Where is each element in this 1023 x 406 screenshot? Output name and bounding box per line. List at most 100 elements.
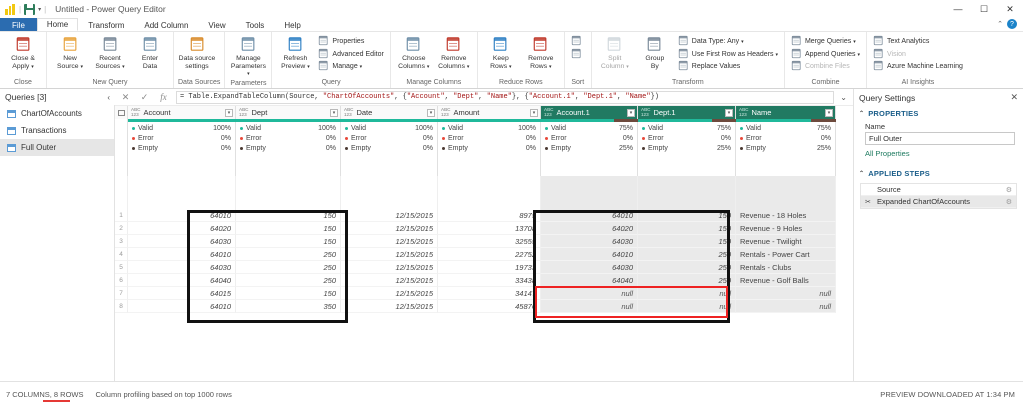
- ribbon-tab-file[interactable]: File: [0, 18, 37, 31]
- table-row[interactable]: 1 64010 150 12/15/2015 8975 64010 150 Revenue -…: [115, 209, 853, 222]
- table-cell-dept[interactable]: 350: [236, 300, 341, 313]
- table-cell-amount[interactable]: 45876: [438, 300, 541, 313]
- table-cell-date[interactable]: 12/15/2015: [341, 261, 438, 274]
- table-cell-dept[interactable]: 150: [236, 287, 341, 300]
- table-cell-dept[interactable]: 150: [236, 235, 341, 248]
- ribbon-button-data-type-any[interactable]: Data Type: Any ▾: [678, 35, 778, 47]
- ribbon-button-manage-parameters[interactable]: Manage Parameters ▾: [229, 34, 267, 79]
- table-cell-account[interactable]: 64040: [128, 274, 236, 287]
- select-all-columns-icon[interactable]: [115, 106, 128, 119]
- table-cell-account-1[interactable]: 64040: [541, 274, 638, 287]
- ribbon-button-replace-values[interactable]: Replace Values: [678, 60, 778, 72]
- ribbon-button-remove-columns[interactable]: Remove Columns ▾: [435, 34, 473, 71]
- table-cell-account-1[interactable]: 64030: [541, 235, 638, 248]
- minimize-button[interactable]: —: [953, 4, 963, 14]
- table-cell-dept-1[interactable]: 250: [638, 248, 736, 261]
- ribbon-button-close-apply[interactable]: Close & Apply ▾: [4, 34, 42, 71]
- query-name-input[interactable]: Full Outer: [865, 132, 1015, 145]
- table-cell-dept-1[interactable]: 150: [638, 209, 736, 222]
- formula-cancel-icon[interactable]: ✕: [121, 91, 130, 102]
- table-row[interactable]: 5 64030 250 12/15/2015 19733 64030 250 Rentals …: [115, 261, 853, 274]
- table-cell-name[interactable]: Rentals - Power Cart: [736, 248, 836, 261]
- table-cell-account[interactable]: 64010: [128, 248, 236, 261]
- table-cell-name[interactable]: Revenue - 18 Holes: [736, 209, 836, 222]
- applied-step-expanded-chartofaccounts[interactable]: ✂ Expanded ChartOfAccounts ⚙: [861, 196, 1016, 208]
- query-item-full-outer[interactable]: Full Outer: [0, 139, 114, 156]
- table-cell-dept-1[interactable]: 250: [638, 261, 736, 274]
- ribbon-button-group-by[interactable]: Group By: [636, 34, 674, 70]
- ribbon-button-vision[interactable]: Vision: [873, 48, 963, 60]
- table-cell-amount[interactable]: 34147: [438, 287, 541, 300]
- ribbon-button-sort-ascending-icon[interactable]: [571, 35, 585, 47]
- ribbon-button-enter-data[interactable]: Enter Data: [131, 34, 169, 70]
- table-cell-dept[interactable]: 250: [236, 274, 341, 287]
- column-filter-icon[interactable]: ▾: [627, 108, 635, 117]
- table-row[interactable]: 3 64030 150 12/15/2015 32555 64030 150 Revenue …: [115, 235, 853, 248]
- ribbon-button-use-first-row-as-headers[interactable]: Use First Row as Headers ▾: [678, 48, 778, 60]
- query-item-transactions[interactable]: Transactions: [0, 122, 114, 139]
- table-cell-amount[interactable]: 8975: [438, 209, 541, 222]
- table-cell-amount[interactable]: 13708: [438, 222, 541, 235]
- table-row[interactable]: 8 64010 350 12/15/2015 45876 null null null: [115, 300, 853, 313]
- collapse-queries-pane-icon[interactable]: ‹: [107, 92, 110, 102]
- formula-input[interactable]: = Table.ExpandTableColumn(Source, "Chart…: [176, 90, 835, 104]
- table-cell-account[interactable]: 64030: [128, 261, 236, 274]
- column-header-dept[interactable]: ABC 123 Dept ▾: [236, 106, 341, 119]
- table-cell-account[interactable]: 64015: [128, 287, 236, 300]
- table-cell-name[interactable]: Revenue - Twilight: [736, 235, 836, 248]
- ribbon-button-append-queries[interactable]: Append Queries ▾: [791, 48, 860, 60]
- column-filter-icon[interactable]: ▾: [330, 108, 338, 117]
- table-cell-amount[interactable]: 33438: [438, 274, 541, 287]
- table-cell-account[interactable]: 64010: [128, 300, 236, 313]
- table-cell-amount[interactable]: 22752: [438, 248, 541, 261]
- ribbon-button-remove-rows[interactable]: Remove Rows ▾: [522, 34, 560, 71]
- ribbon-button-keep-rows[interactable]: Keep Rows ▾: [482, 34, 520, 71]
- column-filter-icon[interactable]: ▾: [825, 108, 833, 117]
- table-cell-dept[interactable]: 250: [236, 261, 341, 274]
- table-cell-name[interactable]: Rentals - Clubs: [736, 261, 836, 274]
- all-properties-link[interactable]: All Properties: [865, 149, 910, 158]
- column-filter-icon[interactable]: ▾: [225, 108, 233, 117]
- ribbon-button-manage[interactable]: Manage ▾: [318, 60, 383, 72]
- table-row[interactable]: 4 64010 250 12/15/2015 22752 64010 250 Rentals …: [115, 248, 853, 261]
- ribbon-button-refresh-preview[interactable]: Refresh Preview ▾: [276, 34, 314, 71]
- table-cell-name[interactable]: Revenue - 9 Holes: [736, 222, 836, 235]
- ribbon-button-text-analytics[interactable]: Text Analytics: [873, 35, 963, 47]
- table-cell-name[interactable]: null: [736, 287, 836, 300]
- ribbon-tab-tools[interactable]: Tools: [245, 20, 265, 30]
- ribbon-tab-view[interactable]: View: [208, 20, 226, 30]
- maximize-button[interactable]: ☐: [979, 3, 989, 14]
- table-cell-date[interactable]: 12/15/2015: [341, 300, 438, 313]
- table-row[interactable]: 2 64020 150 12/15/2015 13708 64020 150 Revenue …: [115, 222, 853, 235]
- close-button[interactable]: ✕: [1006, 3, 1014, 14]
- properties-section-header[interactable]: ⌃ PROPERTIES: [854, 106, 1023, 120]
- table-cell-name[interactable]: null: [736, 300, 836, 313]
- qat-customize-caret-icon[interactable]: ▾: [38, 6, 42, 13]
- table-cell-date[interactable]: 12/15/2015: [341, 222, 438, 235]
- table-cell-amount[interactable]: 32555: [438, 235, 541, 248]
- table-row[interactable]: 7 64015 150 12/15/2015 34147 null null null: [115, 287, 853, 300]
- applied-step-source[interactable]: Source ⚙: [861, 184, 1016, 196]
- ribbon-button-recent-sources[interactable]: Recent Sources ▾: [91, 34, 129, 71]
- table-cell-dept[interactable]: 150: [236, 209, 341, 222]
- ribbon-button-new-source[interactable]: New Source ▾: [51, 34, 89, 71]
- ribbon-tab-help[interactable]: Help: [284, 20, 301, 30]
- column-filter-icon[interactable]: ▾: [725, 108, 733, 117]
- table-cell-dept-1[interactable]: null: [638, 300, 736, 313]
- save-icon[interactable]: [24, 3, 36, 15]
- column-header-account-1[interactable]: ABC 123 Account.1 ▾: [541, 106, 638, 119]
- query-item-chartofaccounts[interactable]: ChartOfAccounts: [0, 105, 114, 122]
- ribbon-button-properties[interactable]: Properties: [318, 35, 383, 47]
- column-header-name[interactable]: ABC 123 Name ▾: [736, 106, 836, 119]
- ribbon-tab-add-column[interactable]: Add Column: [144, 20, 189, 30]
- gear-icon[interactable]: ⚙: [1005, 198, 1012, 206]
- formula-expand-icon[interactable]: ⌄: [840, 92, 847, 102]
- ribbon-collapse-icon[interactable]: ⌃: [997, 21, 1003, 28]
- ribbon-tab-home[interactable]: Home: [36, 18, 79, 31]
- table-cell-date[interactable]: 12/15/2015: [341, 209, 438, 222]
- table-cell-dept-1[interactable]: 150: [638, 222, 736, 235]
- close-query-settings-icon[interactable]: ✕: [1010, 92, 1018, 102]
- ribbon-button-merge-queries[interactable]: Merge Queries ▾: [791, 35, 860, 47]
- table-cell-dept[interactable]: 250: [236, 248, 341, 261]
- column-header-account[interactable]: ABC 123 Account ▾: [128, 106, 236, 119]
